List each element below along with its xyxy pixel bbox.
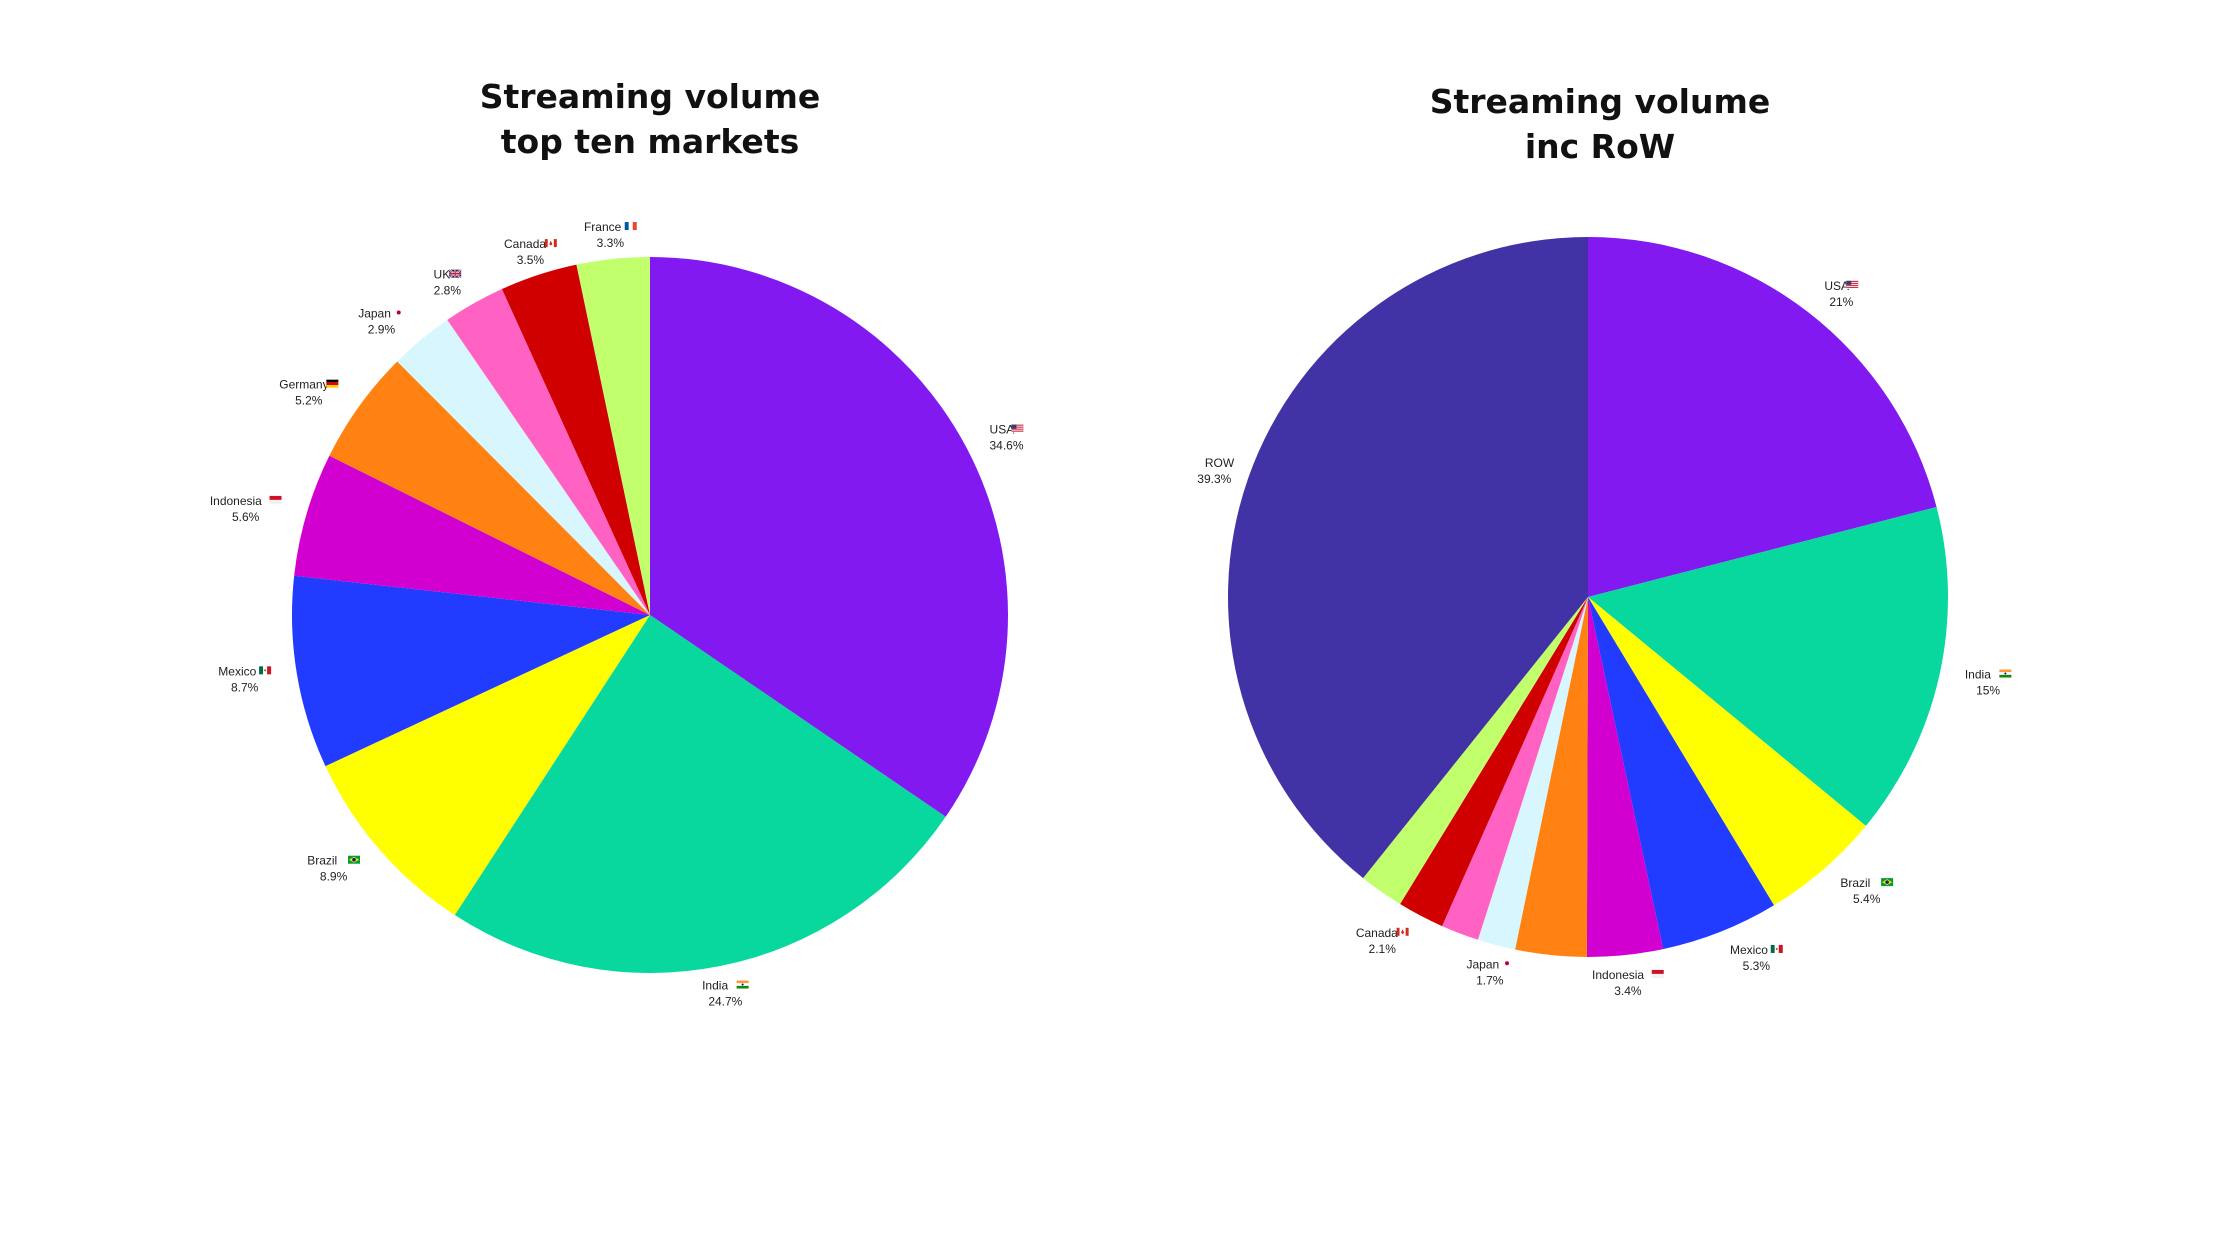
in-flag-icon bbox=[1999, 669, 2012, 678]
slice-name-label: France bbox=[584, 220, 622, 234]
slice-percent-label: 34.6% bbox=[989, 439, 1023, 453]
slice-name-label: USA bbox=[990, 423, 1015, 437]
slice-percent-label: 3.4% bbox=[1614, 984, 1642, 998]
slice-percent-label: 2.8% bbox=[434, 284, 462, 298]
slice-name-label: Indonesia bbox=[210, 494, 262, 508]
chart-2-slice-slice-7 bbox=[1442, 597, 1588, 940]
slice-name-label: Japan bbox=[1467, 957, 1500, 971]
chart-1-slice-japan bbox=[397, 319, 650, 615]
br-flag-icon bbox=[1881, 878, 1894, 887]
us-flag-icon bbox=[1011, 424, 1024, 433]
chart-1-label-uk: UK 2.8% bbox=[434, 268, 462, 298]
chart-1-slice-mexico bbox=[291, 575, 650, 767]
slice-percent-label: 5.3% bbox=[1743, 959, 1771, 973]
chart-1-title: Streaming volume top ten markets bbox=[479, 77, 821, 161]
slice-name-label: Brazil bbox=[1840, 876, 1870, 890]
chart-1-slice-uk bbox=[447, 289, 650, 615]
chart-1-label-india: India 24.7% bbox=[702, 979, 749, 1009]
chart-1-label-japan: Japan 2.9% bbox=[358, 307, 405, 337]
slice-percent-label: 8.9% bbox=[320, 870, 348, 884]
slice-percent-label: 1.7% bbox=[1476, 973, 1504, 987]
chart-1-label-germany: Germany 5.2% bbox=[279, 378, 339, 408]
slice-name-label: Germany bbox=[279, 378, 328, 392]
slice-percent-label: 15% bbox=[1976, 684, 2000, 698]
de-flag-icon bbox=[326, 379, 339, 388]
slice-percent-label: 2.9% bbox=[368, 323, 396, 337]
slice-name-label: Japan bbox=[358, 307, 391, 321]
slice-name-label: Brazil bbox=[307, 854, 337, 868]
slice-name-label: Canada bbox=[1356, 926, 1398, 940]
slice-percent-label: 3.5% bbox=[517, 253, 545, 267]
chart-2-slice-slice-5 bbox=[1515, 597, 1588, 957]
mx-flag-icon bbox=[259, 666, 272, 675]
slice-percent-label: 8.7% bbox=[231, 680, 259, 694]
slice-name-label: USA bbox=[1824, 279, 1849, 293]
chart-1-slice-france bbox=[576, 257, 650, 615]
chart-2-slice-mexico bbox=[1588, 597, 1774, 950]
chart-2-slice-slice-9 bbox=[1363, 597, 1588, 905]
chart-2-label-brazil: Brazil 5.4% bbox=[1840, 876, 1894, 906]
slice-name-label: Mexico bbox=[218, 664, 256, 678]
chart-2-slice-japan bbox=[1477, 597, 1588, 950]
ca-flag-icon bbox=[544, 239, 557, 248]
br-flag-icon bbox=[348, 855, 361, 864]
id-flag-icon bbox=[269, 495, 282, 504]
chart-2-slice-indonesia bbox=[1586, 597, 1664, 958]
us-flag-icon bbox=[1846, 280, 1859, 289]
slice-percent-label: 5.2% bbox=[295, 394, 323, 408]
slice-name-label: UK bbox=[434, 268, 451, 282]
in-flag-icon bbox=[736, 980, 749, 989]
slice-name-label: Canada bbox=[504, 237, 546, 251]
gb-flag-icon bbox=[448, 268, 462, 279]
slice-percent-label: 3.3% bbox=[597, 236, 625, 250]
chart-2-label-canada: Canada 2.1% bbox=[1356, 926, 1409, 956]
chart-1-slice-brazil bbox=[325, 615, 650, 916]
chart-1-slice-usa bbox=[650, 257, 1008, 817]
slice-percent-label: 39.3% bbox=[1197, 472, 1231, 486]
slice-percent-label: 5.6% bbox=[232, 510, 260, 524]
chart-2-slice-brazil bbox=[1588, 597, 1866, 906]
chart-1-slice-india bbox=[454, 615, 946, 973]
id-flag-icon bbox=[1651, 969, 1664, 978]
chart-1-label-france: France 3.3% bbox=[584, 220, 637, 250]
slice-percent-label: 21% bbox=[1829, 295, 1853, 309]
chart-2-label-row: ROW 39.3% bbox=[1197, 456, 1235, 486]
chart-1-label-canada: Canada 3.5% bbox=[504, 237, 557, 267]
jp-flag-icon bbox=[392, 308, 405, 317]
slice-name-label: India bbox=[702, 979, 728, 993]
slice-percent-label: 2.1% bbox=[1369, 942, 1397, 956]
slice-name-label: India bbox=[1965, 668, 1991, 682]
chart-2-label-japan: Japan 1.7% bbox=[1467, 957, 1514, 987]
chart-2-slice-usa bbox=[1588, 237, 1937, 597]
jp-flag-icon bbox=[1501, 959, 1514, 968]
chart-1-label-indonesia: Indonesia 5.6% bbox=[210, 494, 282, 524]
chart-1-label-usa: USA 34.6% bbox=[989, 423, 1023, 453]
chart-1-label-mexico: Mexico 8.7% bbox=[218, 664, 272, 694]
slice-name-label: Indonesia bbox=[1592, 968, 1644, 982]
chart-2-label-india: India 15% bbox=[1965, 668, 2012, 698]
slice-name-label: Mexico bbox=[1730, 943, 1768, 957]
chart-2-slice-row bbox=[1227, 236, 1588, 879]
chart-1-label-brazil: Brazil 8.9% bbox=[307, 854, 361, 884]
chart-2-title: Streaming volume inc RoW bbox=[1429, 82, 1771, 166]
mx-flag-icon bbox=[1770, 944, 1783, 953]
slice-percent-label: 24.7% bbox=[708, 995, 742, 1009]
fr-flag-icon bbox=[624, 222, 637, 231]
chart-2-slice-india bbox=[1588, 507, 1948, 826]
chart-1-slice-canada bbox=[501, 264, 650, 615]
chart-1-slice-germany bbox=[329, 361, 650, 615]
chart-2-label-usa: USA 21% bbox=[1824, 279, 1859, 309]
chart-2-label-mexico: Mexico 5.3% bbox=[1730, 943, 1783, 973]
chart-2-label-indonesia: Indonesia 3.4% bbox=[1592, 968, 1664, 998]
slice-percent-label: 5.4% bbox=[1853, 892, 1881, 906]
chart-2-slice-canada bbox=[1400, 597, 1588, 927]
ca-flag-icon bbox=[1396, 927, 1409, 936]
slice-name-label: ROW bbox=[1205, 456, 1235, 470]
chart-1-slice-indonesia bbox=[294, 455, 650, 615]
